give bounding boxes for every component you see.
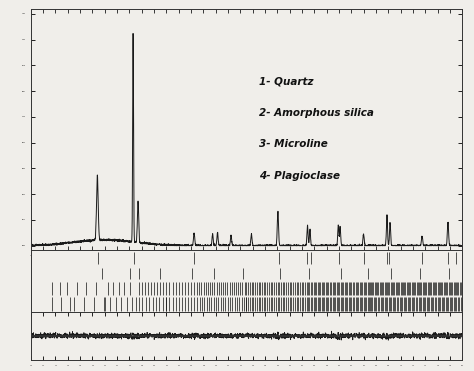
Text: 1- Quartz: 1- Quartz (259, 77, 314, 87)
Text: 2- Amorphous silica: 2- Amorphous silica (259, 108, 374, 118)
Text: 3- Microline: 3- Microline (259, 139, 328, 150)
Text: 4- Plagioclase: 4- Plagioclase (259, 171, 340, 181)
